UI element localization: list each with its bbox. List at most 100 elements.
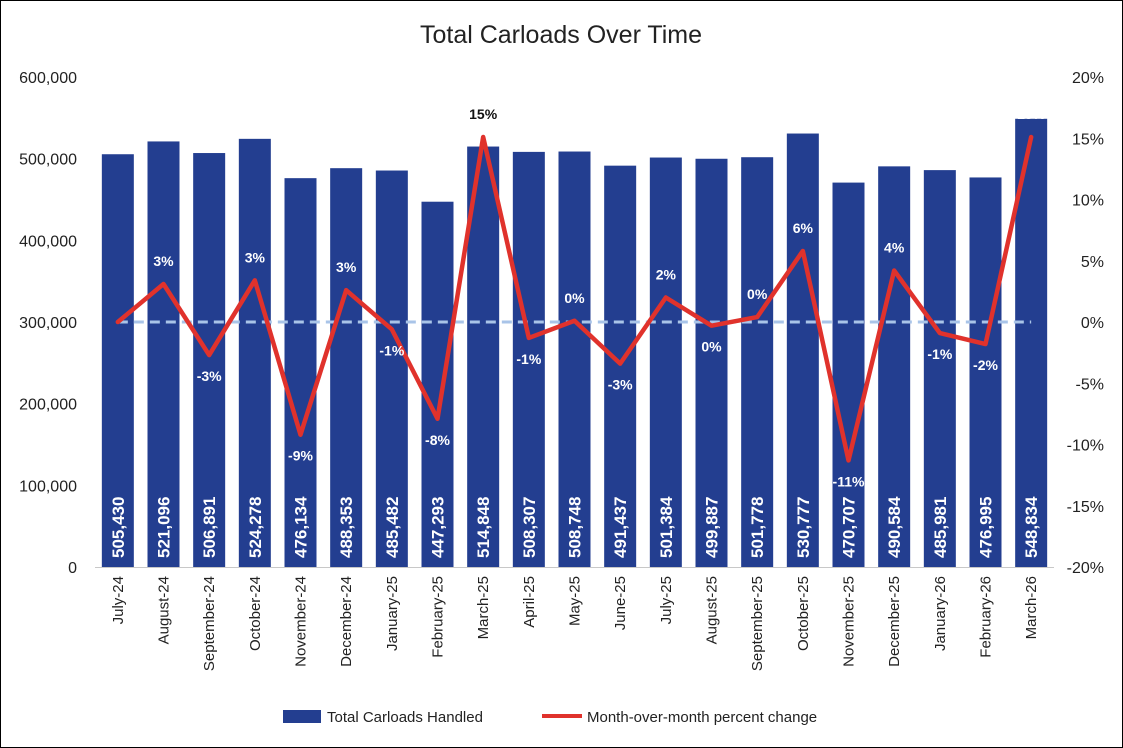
x-axis-tick-label: December-24 (338, 576, 355, 667)
x-axis-tick-label: October-25 (795, 576, 812, 651)
right-axis-tick-label: -10% (1067, 438, 1104, 455)
bar-value-label: 499,887 (703, 497, 722, 558)
right-axis-tick-label: 0% (1081, 315, 1104, 332)
bar-value-label: 508,307 (520, 497, 539, 558)
bar-value-label: 476,995 (977, 497, 996, 558)
x-axis-tick-label: October-24 (247, 576, 264, 651)
bar (101, 154, 134, 567)
percent-change-label: 0% (564, 290, 585, 306)
bar-value-label: 524,278 (246, 497, 265, 558)
left-axis-tick-label: 500,000 (19, 152, 77, 169)
bar (741, 157, 774, 567)
right-axis-tick-label: 5% (1081, 254, 1104, 271)
percent-change-labels: 3% -3% 3% -9% 3% -1% -8% 15% -1% 0% -3% 2% 0% 0% 6% -11… (153, 106, 1045, 489)
right-axis-tick-label: -15% (1067, 499, 1104, 516)
x-axis-tick-label: February-26 (978, 576, 995, 658)
bar (375, 170, 408, 567)
bar (878, 166, 911, 568)
bar-value-label: 521,096 (155, 497, 174, 558)
bar (421, 201, 454, 567)
left-axis-tick-label: 600,000 (19, 70, 77, 87)
bar-value-label: 490,584 (885, 496, 904, 558)
x-axis-tick-label: August-25 (704, 576, 721, 644)
bar-value-label: 506,891 (200, 497, 219, 558)
bar (786, 133, 819, 568)
percent-change-label: -1% (379, 342, 404, 358)
percent-change-label: 4% (884, 240, 905, 256)
bar-value-label: 476,134 (292, 496, 311, 558)
percent-change-label: 15% (1017, 106, 1046, 122)
bar-value-labels: 505,430 521,096 506,891 524,278 476,134 488,3… (109, 496, 1041, 558)
percent-change-label: -3% (197, 368, 222, 384)
bar-value-label: 488,353 (337, 497, 356, 558)
left-axis-tick-label: 200,000 (19, 397, 77, 414)
bar (512, 151, 545, 567)
x-axis-tick-label: February-25 (430, 576, 447, 658)
left-axis-tick-label: 400,000 (19, 233, 77, 250)
bar (695, 158, 728, 567)
x-axis-tick-label: December-25 (886, 576, 903, 667)
legend: Total Carloads Handled Month-over-month … (283, 709, 817, 726)
bar (832, 182, 865, 567)
bar-value-label: 485,981 (931, 497, 950, 558)
bar-value-label: 508,748 (566, 497, 585, 558)
x-axis-tick-label: January-26 (932, 576, 949, 651)
percent-change-label: -9% (288, 448, 313, 464)
percent-change-label: -1% (516, 351, 541, 367)
bar (284, 178, 317, 567)
bar (193, 153, 226, 568)
bar-value-label: 548,834 (1022, 496, 1041, 558)
bar-value-label: 530,777 (794, 497, 813, 558)
right-y-axis: -20% -15% -10% -5% 0% 5% 10% 15% 20% (1067, 70, 1104, 577)
percent-change-label: 0% (747, 286, 768, 302)
bar-value-label: 485,482 (383, 497, 402, 558)
x-axis-tick-label: September-25 (749, 576, 766, 671)
x-axis-tick-label: August-24 (156, 576, 173, 644)
percent-change-label: -11% (833, 473, 865, 489)
right-axis-tick-label: -20% (1067, 560, 1104, 577)
percent-change-label: 3% (153, 253, 174, 269)
bar-value-label: 491,437 (611, 497, 630, 558)
right-axis-tick-label: 20% (1072, 70, 1104, 87)
bar-value-label: 501,778 (748, 497, 767, 558)
percent-change-label: -2% (973, 357, 998, 373)
percent-change-label: 2% (656, 267, 677, 283)
percent-change-label: 6% (793, 220, 814, 236)
x-axis-tick-label: July-24 (110, 576, 127, 624)
x-axis-tick-label: September-24 (201, 576, 218, 671)
right-axis-tick-label: 10% (1072, 193, 1104, 210)
x-axis-tick-label: March-25 (475, 576, 492, 639)
percent-change-label: 0% (701, 339, 722, 355)
bar-series (101, 118, 1048, 568)
left-y-axis: 0 100,000 200,000 300,000 400,000 500,000 600,… (19, 70, 77, 577)
right-axis-tick-label: 15% (1072, 131, 1104, 148)
percent-change-label: 3% (245, 249, 266, 265)
right-axis-tick-label: -5% (1076, 376, 1104, 393)
bar-value-label: 447,293 (429, 497, 448, 558)
left-axis-tick-label: 300,000 (19, 315, 77, 332)
percent-change-label: -8% (425, 432, 450, 448)
bar (604, 165, 637, 567)
bar (238, 138, 271, 567)
x-axis-tick-label: January-25 (384, 576, 401, 651)
bar-value-label: 470,707 (840, 497, 859, 558)
percent-change-line (115, 134, 1034, 463)
bar-value-label: 514,848 (474, 497, 493, 558)
x-axis-tick-label: April-25 (521, 576, 538, 628)
bar (558, 151, 591, 567)
bar-value-label: 501,384 (657, 496, 676, 558)
percent-change-label: -3% (608, 377, 633, 393)
legend-line-label: Month-over-month percent change (587, 709, 817, 726)
x-axis: July-24 August-24 September-24 October-24 No… (95, 567, 1054, 671)
left-axis-tick-label: 0 (68, 560, 77, 577)
bar (147, 141, 180, 567)
x-axis-tick-label: March-26 (1023, 576, 1040, 639)
bar (923, 170, 956, 567)
bar (330, 168, 363, 567)
x-axis-tick-label: November-25 (841, 576, 858, 667)
x-axis-tick-label: May-25 (567, 576, 584, 626)
bar-value-label: 505,430 (109, 497, 128, 558)
chart-title: Total Carloads Over Time (420, 21, 702, 49)
percent-change-label: 3% (336, 259, 357, 275)
